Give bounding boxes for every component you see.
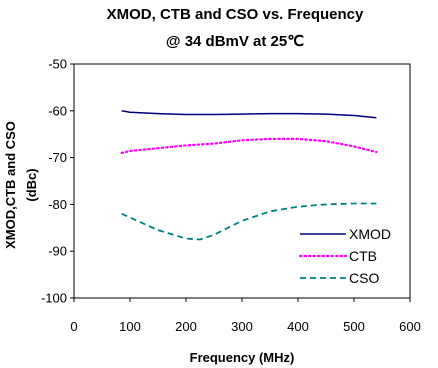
legend: XMOD CTB CSO bbox=[298, 226, 391, 286]
legend-label-cso: CSO bbox=[349, 270, 379, 286]
series-line-xmod bbox=[121, 110, 377, 119]
y-tick-labels: -50 -60 -70 -80 -90 -100 bbox=[41, 57, 74, 306]
x-axis-label: Frequency (MHz) bbox=[190, 350, 295, 365]
y-tick-label: -60 bbox=[48, 103, 67, 118]
x-tick-label: 100 bbox=[119, 319, 141, 334]
x-tick-label: 500 bbox=[343, 319, 365, 334]
chart-title-line1: XMOD, CTB and CSO vs. Frequency bbox=[107, 6, 364, 23]
x-tick-label: 300 bbox=[231, 319, 253, 334]
series-line-ctb bbox=[120, 137, 378, 154]
y-tick-label: -70 bbox=[48, 150, 67, 165]
y-tick-label: -50 bbox=[48, 57, 67, 72]
x-tick-label: 600 bbox=[399, 319, 421, 334]
y-tick-label: -100 bbox=[41, 291, 67, 306]
y-axis-label-line1: XMOD,CTB and CSO bbox=[3, 121, 18, 249]
series-line-cso bbox=[121, 202, 377, 241]
y-tick-label: -90 bbox=[48, 244, 67, 259]
y-axis-label-line2: (dBc) bbox=[24, 168, 39, 201]
x-tick-labels: 0 100 200 300 400 500 600 bbox=[70, 298, 421, 334]
legend-label-ctb: CTB bbox=[349, 248, 377, 264]
legend-label-xmod: XMOD bbox=[349, 226, 391, 242]
x-tick-label: 200 bbox=[175, 319, 197, 334]
x-tick-label: 400 bbox=[287, 319, 309, 334]
y-tick-label: -80 bbox=[48, 197, 67, 212]
series-lines bbox=[120, 110, 378, 241]
chart-title-line2: @ 34 dBmV at 25℃ bbox=[166, 33, 304, 50]
x-tick-label: 0 bbox=[70, 319, 77, 334]
